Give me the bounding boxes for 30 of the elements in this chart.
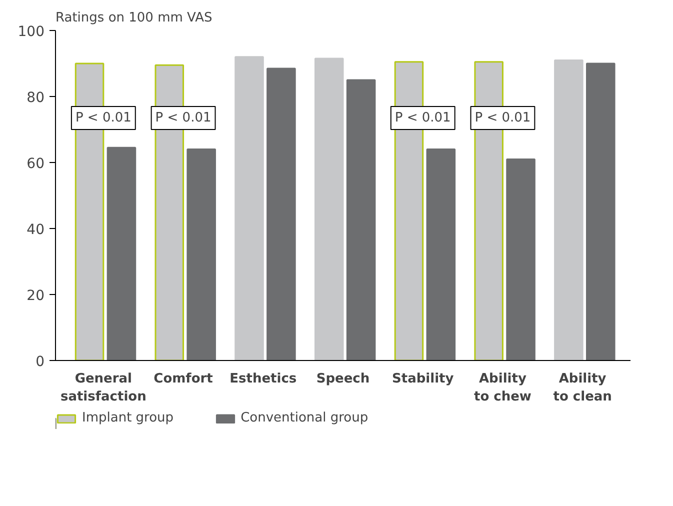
x-tick-label: Esthetics (230, 372, 297, 386)
y-tick-label: 0 (36, 354, 45, 370)
y-tick-label: 100 (18, 24, 45, 40)
annotation: P < 0.01 (75, 110, 132, 126)
y-tick-label: 60 (26, 156, 45, 172)
x-tick-label: Speech (316, 372, 370, 386)
legend-label: Implant group (82, 410, 174, 426)
y-tick-label: 40 (26, 222, 45, 238)
y-tick-label: 20 (26, 288, 45, 304)
bar (506, 158, 536, 360)
bar (186, 148, 216, 360)
bar (346, 79, 376, 360)
x-tick-label: General satisfaction (60, 372, 146, 404)
bar (106, 146, 136, 360)
x-tick-label: Stability (392, 372, 454, 386)
x-tick-label: Ability to chew (474, 372, 532, 404)
y-axis-title: Ratings on 100 mm VAS (56, 10, 212, 26)
x-tick-label: Comfort (154, 372, 213, 386)
bar (314, 58, 344, 360)
annotation: P < 0.01 (474, 110, 531, 126)
x-tick-label: Ability to clean (553, 372, 612, 404)
annotation: P < 0.01 (155, 110, 212, 126)
y-tick-label: 80 (26, 90, 45, 106)
annotation: P < 0.01 (394, 110, 451, 126)
legend-label: Conventional group (240, 410, 368, 426)
bar (426, 148, 456, 360)
bar (266, 68, 296, 360)
bar (234, 56, 264, 360)
bar (554, 59, 584, 360)
bar (586, 62, 616, 360)
